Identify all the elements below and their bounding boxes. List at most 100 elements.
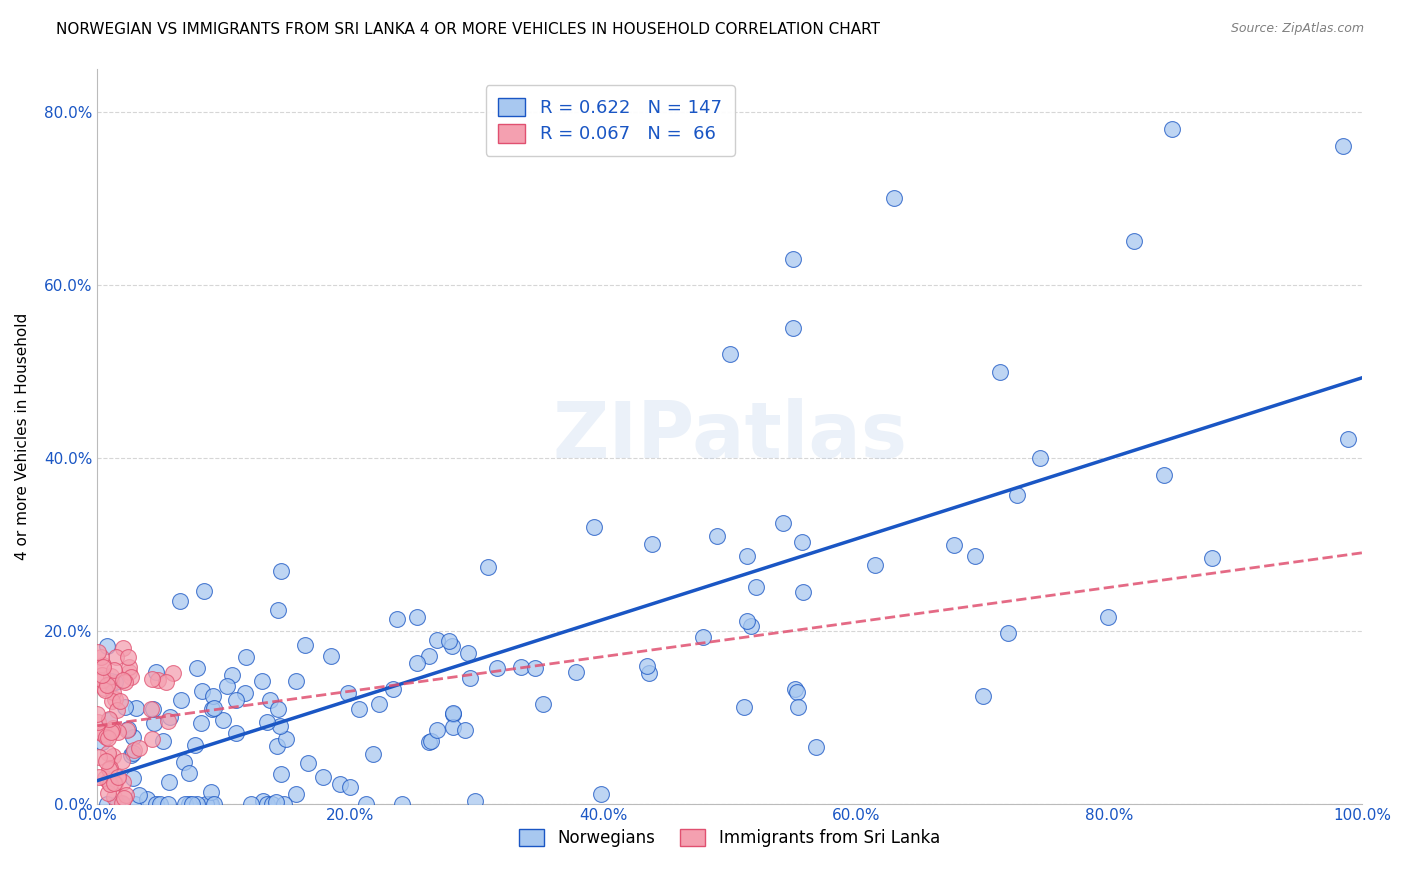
Point — [270, 564, 292, 578]
Point — [1029, 451, 1052, 466]
Point — [112, 673, 135, 687]
Point — [86, 707, 108, 722]
Point — [264, 795, 287, 809]
Point — [169, 594, 191, 608]
Point — [101, 694, 124, 708]
Point — [101, 721, 124, 735]
Point — [110, 797, 132, 811]
Point — [114, 700, 136, 714]
Point — [100, 673, 122, 688]
Point — [98, 713, 121, 727]
Point — [142, 716, 165, 731]
Point — [101, 685, 124, 699]
Point — [91, 735, 114, 749]
Point — [225, 726, 247, 740]
Point — [363, 747, 385, 762]
Point — [457, 646, 479, 660]
Point — [121, 730, 143, 744]
Text: Source: ZipAtlas.com: Source: ZipAtlas.com — [1230, 22, 1364, 36]
Point — [565, 665, 588, 680]
Point — [105, 703, 128, 717]
Point — [173, 755, 195, 769]
Point — [285, 674, 308, 689]
Point — [347, 702, 370, 716]
Point — [190, 684, 212, 698]
Point — [141, 702, 163, 716]
Point — [733, 700, 755, 714]
Point — [89, 770, 111, 784]
Point — [201, 690, 224, 704]
Point — [636, 658, 658, 673]
Point — [274, 732, 297, 747]
Text: NORWEGIAN VS IMMIGRANTS FROM SRI LANKA 4 OR MORE VEHICLES IN HOUSEHOLD CORRELATI: NORWEGIAN VS IMMIGRANTS FROM SRI LANKA 4… — [56, 22, 880, 37]
Point — [87, 724, 110, 739]
Point — [782, 321, 804, 335]
Point — [329, 777, 352, 791]
Point — [252, 794, 274, 808]
Point — [339, 780, 361, 794]
Point — [1161, 122, 1184, 136]
Point — [156, 797, 179, 811]
Point — [142, 702, 165, 716]
Point — [149, 797, 172, 811]
Point — [269, 719, 291, 733]
Point — [104, 691, 127, 706]
Point — [464, 794, 486, 808]
Point — [93, 660, 115, 674]
Point — [157, 775, 180, 789]
Point — [221, 668, 243, 682]
Point — [1097, 610, 1119, 624]
Point — [124, 797, 146, 811]
Point — [256, 797, 278, 811]
Point — [792, 584, 814, 599]
Point — [782, 252, 804, 266]
Point — [108, 694, 131, 708]
Point — [177, 797, 200, 811]
Point — [201, 702, 224, 716]
Point — [100, 676, 122, 690]
Point — [235, 650, 257, 665]
Point — [105, 649, 128, 664]
Point — [94, 730, 117, 744]
Point — [266, 739, 288, 753]
Point — [103, 790, 125, 805]
Point — [114, 674, 136, 689]
Point — [115, 723, 138, 737]
Point — [262, 797, 284, 811]
Point — [200, 797, 222, 811]
Point — [418, 648, 440, 663]
Point — [692, 630, 714, 644]
Point — [122, 746, 145, 760]
Point — [105, 797, 128, 811]
Point — [783, 681, 806, 696]
Point — [735, 614, 758, 628]
Point — [202, 797, 225, 811]
Y-axis label: 4 or more Vehicles in Household: 4 or more Vehicles in Household — [15, 312, 30, 559]
Point — [367, 697, 389, 711]
Point — [239, 797, 262, 811]
Point — [198, 797, 221, 811]
Point — [173, 797, 195, 811]
Point — [112, 791, 135, 805]
Point — [740, 619, 762, 633]
Point — [217, 680, 239, 694]
Point — [267, 603, 290, 617]
Point — [97, 731, 120, 746]
Point — [159, 710, 181, 724]
Point — [804, 740, 827, 755]
Point — [266, 702, 288, 716]
Point — [294, 638, 316, 652]
Point — [270, 767, 292, 781]
Point — [145, 665, 167, 679]
Point — [426, 723, 449, 737]
Point — [477, 560, 499, 574]
Point — [104, 776, 127, 790]
Point — [391, 797, 413, 811]
Point — [509, 660, 531, 674]
Point — [107, 770, 129, 784]
Point — [297, 756, 319, 770]
Point — [98, 762, 121, 776]
Point — [420, 734, 443, 748]
Point — [107, 725, 129, 739]
Point — [735, 549, 758, 563]
